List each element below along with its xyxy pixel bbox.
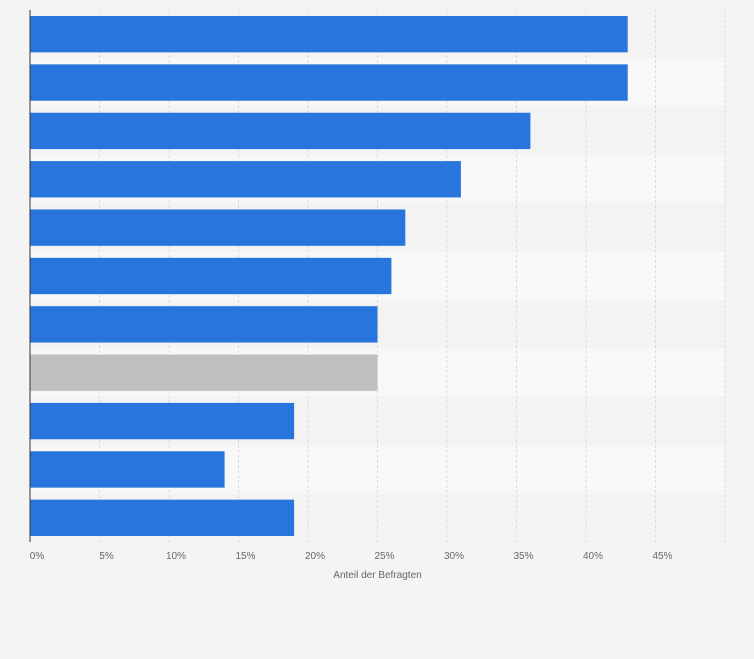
x-tick-label: 45% <box>652 551 672 562</box>
bar[interactable] <box>30 16 628 53</box>
x-tick-label: 10% <box>166 551 186 562</box>
x-axis-title: Anteil der Befragten <box>333 570 421 581</box>
x-tick-label: 40% <box>583 551 603 562</box>
x-axis-ticks: 0% 5% 10% 15% 20% 25% 30% 35% 40% 45% <box>30 551 673 562</box>
x-tick-label: 25% <box>374 551 394 562</box>
bar[interactable] <box>30 112 531 150</box>
bar[interactable] <box>30 161 461 198</box>
x-tick-label: 5% <box>99 551 114 562</box>
bar[interactable] <box>30 499 295 536</box>
bar[interactable] <box>30 402 295 440</box>
x-tick-label: 0% <box>30 551 45 562</box>
bar[interactable] <box>30 306 378 343</box>
x-tick-label: 15% <box>235 551 255 562</box>
bar[interactable] <box>30 209 406 246</box>
bar[interactable] <box>30 451 225 488</box>
bar[interactable] <box>30 257 392 295</box>
x-tick-label: 30% <box>444 551 464 562</box>
bar[interactable] <box>30 354 378 391</box>
bars <box>30 16 628 536</box>
x-tick-label: 20% <box>305 551 325 562</box>
x-tick-label: 35% <box>513 551 533 562</box>
bar[interactable] <box>30 64 628 101</box>
